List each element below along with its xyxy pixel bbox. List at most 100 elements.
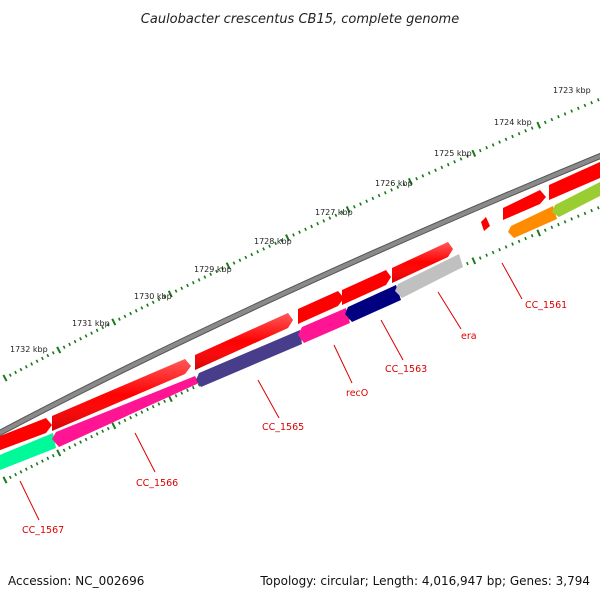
scale-tick [359, 202, 362, 206]
scale-tick [106, 323, 110, 327]
scale-label-1727: 1727 kbp [315, 208, 353, 217]
reverse-gene[interactable] [298, 308, 350, 343]
scale-tick [530, 126, 534, 130]
scale-tick [191, 385, 195, 390]
reverse-gene[interactable] [0, 433, 56, 472]
scale-tick [220, 266, 224, 271]
scale-tick [90, 331, 93, 335]
scale-label-1732: 1732 kbp [10, 345, 48, 354]
scale-tick [415, 177, 418, 181]
scale-tick [576, 106, 580, 110]
scale-tick [524, 129, 527, 133]
reverse-gene[interactable] [552, 182, 600, 217]
scale-tick [268, 244, 271, 248]
scale-tick [203, 275, 207, 279]
scale-tick [41, 459, 44, 463]
scale-tick [536, 229, 541, 237]
gene-label-cc1567[interactable]: CC_1567 [22, 525, 64, 536]
reverse-gene[interactable] [345, 285, 401, 322]
scale-tick [157, 297, 161, 302]
scale-tick [511, 134, 514, 139]
scale-tick [134, 309, 138, 313]
scale-tick [485, 146, 489, 150]
scale-tick [167, 290, 173, 298]
scale-tick [583, 103, 587, 108]
scale-tick [123, 314, 127, 319]
scale-tick [101, 325, 105, 330]
scale-tick [371, 196, 375, 201]
forward-gene[interactable] [549, 162, 600, 200]
genome-summary-text: Topology: circular; Length: 4,016,947 bp… [259, 574, 590, 588]
gene-label-cc1561[interactable]: CC_1561 [525, 300, 567, 311]
gene-label-cc1563[interactable]: CC_1563 [385, 364, 427, 375]
gene-label-era[interactable]: era [461, 331, 477, 342]
scale-tick [197, 278, 201, 282]
reverse-gene[interactable] [508, 206, 557, 238]
scale-tick [576, 214, 580, 218]
scale-tick [440, 165, 444, 170]
scale-label-1730: 1730 kbp [134, 292, 172, 301]
scale-label-1731: 1731 kbp [72, 319, 110, 328]
scale-tick [19, 470, 23, 474]
scale-tick [377, 193, 381, 198]
scale-tick [151, 405, 155, 409]
scale-tick [434, 168, 437, 172]
scale-tick [498, 140, 501, 144]
scale-tick [140, 306, 144, 310]
scale-tick [563, 112, 567, 116]
scale-tick [421, 174, 425, 178]
forward-gene[interactable] [0, 418, 52, 452]
scale-tick [570, 217, 573, 221]
scale-tick [365, 199, 369, 203]
scale-tick [298, 230, 301, 234]
scale-label-1725: 1725 kbp [434, 149, 472, 158]
reverse-gene[interactable] [395, 254, 463, 298]
gene-label-cc1566[interactable]: CC_1566 [136, 478, 178, 489]
scale-label-1728: 1728 kbp [254, 237, 292, 246]
forward-gene[interactable] [481, 217, 490, 231]
scale-tick [596, 206, 600, 210]
forward-gene[interactable] [503, 190, 546, 220]
forward-gene[interactable] [298, 291, 344, 324]
scale-tick [466, 154, 469, 158]
reverse-gene[interactable] [196, 330, 302, 387]
scale-tick [304, 227, 307, 232]
scale-tick [550, 225, 554, 230]
scale-tick [174, 289, 178, 293]
reverse-gene[interactable] [52, 376, 199, 447]
scale-tick [30, 362, 34, 366]
scale-tick [517, 239, 521, 244]
scale-tick [530, 234, 534, 238]
scale-tick [134, 413, 138, 417]
scale-tick [68, 445, 71, 450]
scale-label-1729: 1729 kbp [194, 265, 232, 274]
scale-tick [322, 219, 326, 223]
scale-tick [56, 449, 62, 457]
scale-tick [316, 222, 320, 226]
scale-tick [163, 399, 166, 403]
map-title: Caulobacter crescentus CB15, complete ge… [141, 12, 459, 27]
scale-tick [19, 367, 23, 372]
scale-tick [498, 247, 501, 252]
scale-tick [180, 286, 184, 290]
scale-tick [2, 476, 8, 484]
scale-tick [504, 137, 508, 141]
scale-tick [285, 234, 290, 242]
forward-strand-genes [0, 162, 600, 452]
scale-tick [504, 245, 508, 249]
scale-tick [485, 253, 488, 257]
forward-gene[interactable] [342, 270, 391, 305]
gene-label-reco[interactable]: recO [346, 388, 368, 399]
scale-tick [225, 262, 231, 270]
gene-label-cc1565[interactable]: CC_1565 [262, 422, 304, 433]
scale-tick [117, 317, 121, 321]
scale-tick [238, 258, 242, 262]
scale-tick [95, 432, 99, 436]
scale-tick [146, 303, 149, 307]
scale-labels: 1723 kbp 1724 kbp 1725 kbp 1726 kbp 1727… [10, 86, 591, 354]
scale-tick [14, 370, 18, 375]
scale-tick [106, 426, 110, 431]
scale-label-1726: 1726 kbp [375, 179, 413, 188]
scale-tick [478, 256, 482, 260]
